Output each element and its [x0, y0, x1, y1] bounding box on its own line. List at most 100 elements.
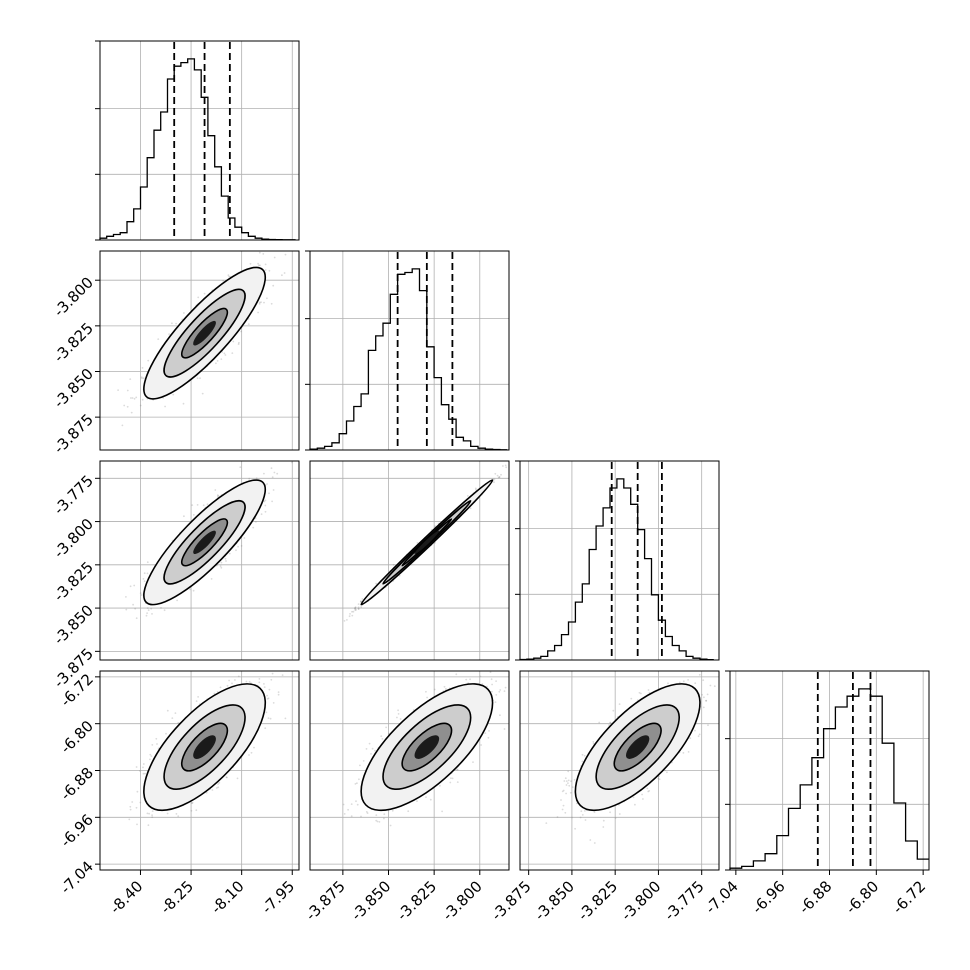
scatter-point: [222, 279, 225, 282]
scatter-point: [357, 603, 360, 605]
scatter-point: [268, 492, 270, 495]
scatter-point: [475, 488, 477, 491]
y-tick-label: -3.825: [50, 558, 97, 605]
scatter-point: [375, 582, 377, 585]
scatter-point: [141, 377, 143, 380]
scatter-point: [239, 466, 242, 469]
scatter-point: [258, 264, 260, 267]
scatter-point: [264, 269, 267, 271]
scatter-point: [183, 312, 185, 314]
scatter-point: [123, 404, 126, 407]
scatter-point: [493, 481, 495, 484]
scatter-point: [146, 561, 149, 564]
scatter-point: [126, 389, 129, 392]
scatter-point: [257, 262, 259, 265]
scatter-point: [135, 617, 138, 620]
scatter-point: [351, 614, 354, 617]
scatter-point: [504, 464, 507, 467]
scatter-point: [264, 510, 267, 513]
scatter-point: [227, 274, 230, 277]
scatter-point: [281, 274, 283, 277]
scatter-point: [224, 354, 227, 356]
y-tick-label: -3.825: [50, 319, 97, 366]
scatter-point: [354, 607, 356, 610]
scatter-point: [196, 377, 199, 380]
scatter-point: [258, 303, 261, 305]
scatter-point: [220, 566, 223, 569]
scatter-point: [361, 598, 364, 600]
scatter-point: [231, 352, 234, 354]
scatter-point: [357, 606, 360, 609]
scatter-point: [252, 526, 255, 529]
scatter-point: [129, 585, 132, 588]
scatter-point: [257, 311, 259, 314]
scatter-point: [206, 503, 209, 506]
y-tick-label: -3.775: [50, 472, 97, 519]
scatter-point: [182, 402, 185, 405]
scatter-point: [272, 284, 275, 287]
scatter-point: [125, 608, 128, 611]
scatter-point: [228, 679, 231, 682]
scatter-point: [240, 330, 243, 333]
scatter-point: [237, 545, 240, 548]
scatter-point: [143, 580, 146, 583]
scatter-point: [196, 504, 199, 506]
scatter-point: [500, 473, 502, 476]
scatter-point: [135, 396, 138, 399]
scatter-point: [195, 700, 198, 702]
scatter-point: [139, 592, 142, 594]
scatter-point: [197, 296, 200, 299]
scatter-point: [141, 398, 144, 401]
scatter-point: [129, 378, 132, 380]
scatter-point: [349, 613, 351, 615]
scatter-point: [343, 620, 346, 622]
scatter-point: [220, 561, 223, 564]
scatter-point: [264, 504, 267, 507]
scatter-point: [235, 549, 237, 552]
scatter-point: [266, 483, 268, 485]
scatter-point: [270, 467, 273, 470]
scatter-point: [175, 322, 178, 325]
scatter-point: [214, 489, 217, 491]
panel-1-0: -3.875-3.850-3.825-3.800: [50, 250, 300, 457]
scatter-point: [249, 262, 252, 265]
scatter-point: [141, 367, 144, 369]
scatter-point: [273, 471, 276, 474]
scatter-point: [220, 358, 223, 360]
scatter-point: [192, 514, 195, 516]
scatter-point: [258, 301, 261, 304]
scatter-point: [121, 424, 124, 427]
scatter-point: [359, 600, 362, 603]
scatter-point: [202, 504, 205, 507]
scatter-point: [276, 472, 279, 475]
scatter-point: [195, 809, 198, 812]
scatter-point: [191, 504, 194, 506]
y-tick-label: -3.850: [50, 601, 97, 648]
scatter-point: [215, 362, 217, 365]
panel-2-0: -3.875-3.850-3.825-3.800-3.775: [50, 460, 300, 692]
scatter-point: [139, 404, 142, 407]
scatter-point: [133, 397, 136, 400]
scatter-point: [231, 682, 233, 685]
scatter-point: [228, 275, 231, 278]
scatter-point: [268, 269, 271, 272]
scatter-point: [146, 607, 149, 609]
scatter-point: [140, 594, 143, 596]
scatter-point: [134, 607, 137, 610]
scatter-point: [284, 253, 287, 256]
scatter-point: [255, 477, 258, 480]
scatter-point: [176, 599, 179, 602]
scatter-point: [168, 333, 171, 335]
scatter-point: [131, 397, 134, 399]
scatter-point: [352, 610, 355, 613]
scatter-point: [255, 521, 257, 523]
scatter-point: [192, 589, 195, 592]
scatter-point: [142, 578, 145, 580]
scatter-point: [157, 338, 160, 340]
scatter-point: [189, 588, 192, 591]
scatter-point: [270, 302, 273, 305]
y-tick-label: -3.850: [50, 365, 97, 412]
y-tick-label: -3.800: [50, 273, 97, 320]
scatter-point: [496, 474, 499, 477]
scatter-point: [132, 603, 135, 606]
